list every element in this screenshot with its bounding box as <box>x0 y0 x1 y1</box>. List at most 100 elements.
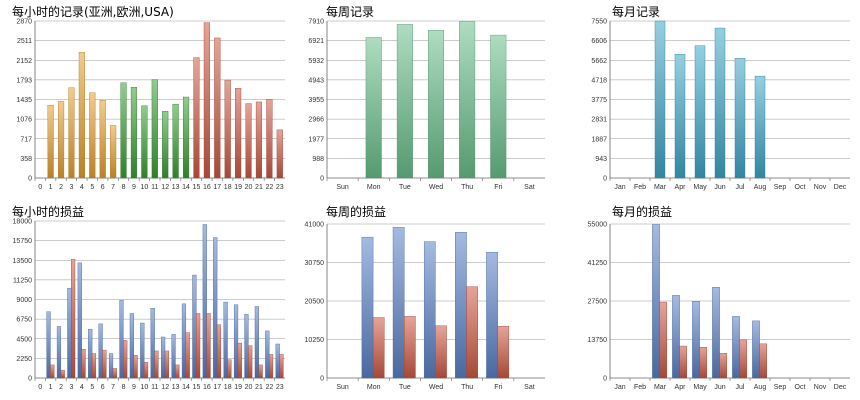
x-tick-label: 0 <box>38 384 42 391</box>
bar <box>699 346 708 379</box>
x-tick-label: 14 <box>182 184 190 191</box>
bar <box>119 300 124 379</box>
bar <box>216 324 222 379</box>
y-tick-label: 4500 <box>16 336 32 343</box>
x-tick-label: 0 <box>38 184 42 191</box>
x-tick-label: Jan <box>614 184 625 191</box>
bar <box>196 313 201 379</box>
bar <box>752 320 760 379</box>
y-tick-label: 27500 <box>588 299 608 306</box>
bar <box>71 259 76 379</box>
bar <box>466 286 478 379</box>
bar <box>732 316 740 379</box>
bar <box>233 304 239 379</box>
bar <box>203 22 210 179</box>
x-tick-label: Jul <box>736 384 745 391</box>
x-tick-label: 10 <box>140 184 148 191</box>
chart-monthly-records: 0 943 1887 2831 3775 4718 5662 6606 7550 Jan Feb Ma… <box>570 0 860 200</box>
x-tick-label: Dec <box>834 384 847 391</box>
x-tick-label: 3 <box>70 384 74 391</box>
bar <box>404 316 416 379</box>
x-tick-label: Fri <box>494 184 503 191</box>
x-tick-label: Sat <box>524 384 535 391</box>
bar <box>56 326 62 379</box>
x-tick-label: Oct <box>795 184 806 191</box>
x-tick-label: 5 <box>90 184 94 191</box>
x-tick-label: 16 <box>203 184 211 191</box>
x-tick-label: 16 <box>203 384 211 391</box>
bar <box>754 75 766 179</box>
y-tick-label: 55000 <box>588 222 608 229</box>
chart-svg: 0 13750 27500 41250 55000 Jan Feb Mar Apr May Jun J… <box>588 222 850 391</box>
x-tick-label: Sun <box>336 184 349 191</box>
y-tick-label: 3955 <box>308 97 324 104</box>
y-tick-label: 1076 <box>16 117 32 124</box>
bar <box>759 343 768 379</box>
bar <box>130 86 138 179</box>
y-tick-label: 10250 <box>305 337 325 344</box>
y-tick-label: 0 <box>603 176 607 183</box>
x-tick-label: 17 <box>213 184 221 191</box>
x-tick-label: 11 <box>151 184 158 191</box>
x-tick-label: 19 <box>234 184 242 191</box>
bar <box>279 354 284 379</box>
y-tick-label: 4718 <box>591 77 607 84</box>
x-tick-label: 12 <box>161 184 169 191</box>
x-tick-label: 15 <box>193 384 201 391</box>
x-tick-label: Feb <box>634 184 646 191</box>
bar <box>102 349 107 379</box>
x-tick-label: Jul <box>736 184 745 191</box>
x-tick-label: 17 <box>213 384 221 391</box>
y-tick-label: 6921 <box>308 38 324 45</box>
x-tick-label: Sep <box>774 184 787 191</box>
y-tick-label: 3775 <box>591 97 607 104</box>
y-tick-label: 1977 <box>308 136 324 143</box>
x-tick-label: Thu <box>461 184 473 191</box>
y-tick-label: 13750 <box>588 337 608 344</box>
bar <box>143 362 149 379</box>
y-tick-label: 6606 <box>591 38 607 45</box>
x-tick-label: Jun <box>714 384 725 391</box>
bar <box>141 105 148 179</box>
y-tick-label: 0 <box>603 376 607 383</box>
bar <box>244 314 249 379</box>
x-tick-label: 2 <box>59 184 63 191</box>
bar <box>455 232 467 379</box>
y-tick-label: 0 <box>28 376 32 383</box>
bar <box>175 364 180 379</box>
chart-svg: 0 988 1977 2966 3955 4943 5932 6921 7910 Sun Mon Tu… <box>308 19 545 191</box>
bar <box>206 313 211 379</box>
y-tick-label: 4943 <box>308 77 324 84</box>
bar <box>435 325 447 379</box>
bar <box>497 325 510 379</box>
bar <box>172 103 179 179</box>
x-tick-label: 14 <box>182 384 190 391</box>
x-tick-label: 21 <box>255 184 263 191</box>
bar <box>193 57 200 179</box>
bar <box>276 129 283 179</box>
bar <box>265 330 270 379</box>
x-tick-label: 5 <box>90 384 94 391</box>
bar <box>254 306 259 379</box>
x-tick-label: 7 <box>111 384 115 391</box>
bar <box>110 125 117 179</box>
y-tick-label: 18000 <box>13 219 33 226</box>
bar <box>255 101 263 179</box>
x-tick-label: 7 <box>111 184 115 191</box>
x-tick-label: 18 <box>224 184 232 191</box>
y-tick-label: 41250 <box>588 260 608 267</box>
bar <box>164 350 169 379</box>
chart-title: 每小时的记录(亚洲,欧洲,USA) <box>12 5 174 19</box>
bar <box>248 345 253 379</box>
bar <box>112 368 117 379</box>
bar <box>162 111 169 179</box>
x-tick-label: Fri <box>494 384 503 391</box>
bar <box>734 58 746 179</box>
x-tick-label: Oct <box>795 384 806 391</box>
bar <box>108 353 114 379</box>
bar <box>692 301 700 379</box>
chart-svg: 0 10250 20500 30750 41000 Sun Mon Tue Wed Thu Fri S… <box>305 222 545 391</box>
y-tick-label: 717 <box>20 136 32 143</box>
